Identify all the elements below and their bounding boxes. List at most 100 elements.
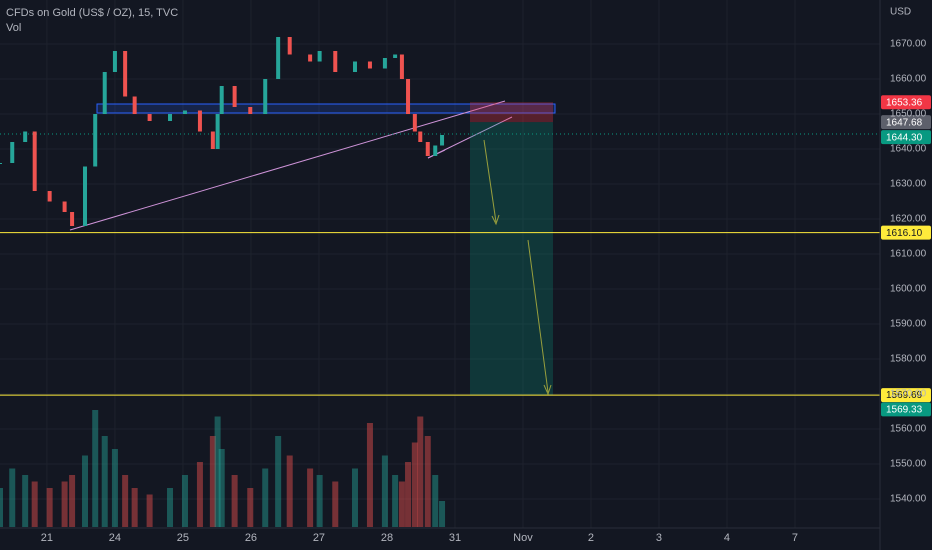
volume-bar	[167, 488, 174, 527]
x-tick-label: 25	[177, 532, 189, 544]
candle	[393, 54, 398, 59]
x-tick-label: 21	[41, 532, 53, 544]
currency: USD	[890, 7, 911, 18]
volume-bar	[0, 488, 3, 527]
volume-bar	[424, 436, 431, 527]
stop-zone	[470, 102, 553, 123]
volume-bar	[101, 436, 108, 527]
price-tag-label: 1644.30	[886, 132, 923, 143]
y-tick-label: 1590.00	[890, 319, 927, 330]
y-tick-label: 1580.00	[890, 354, 927, 365]
x-tick-label: 27	[313, 532, 325, 544]
price-tag-label: 1569.33	[886, 404, 923, 415]
candle	[62, 201, 67, 213]
x-tick-label: 26	[245, 532, 257, 544]
volume-bar	[411, 442, 418, 527]
candle	[248, 107, 253, 115]
price-tag	[881, 225, 931, 240]
volume-bar	[392, 475, 399, 527]
candle	[210, 131, 215, 150]
volume-bar	[439, 501, 446, 527]
candle	[147, 114, 152, 122]
volume-bar	[405, 462, 412, 527]
volume-bar	[82, 455, 89, 527]
zone	[96, 103, 556, 114]
volume-bar	[398, 481, 405, 527]
candle	[287, 37, 292, 55]
candle	[352, 61, 357, 73]
volume-bar	[286, 455, 293, 527]
price-tag-label: 1616.10	[886, 228, 923, 239]
volume-bar	[22, 475, 29, 527]
volume	[0, 410, 446, 527]
volume-bar	[122, 475, 129, 527]
candle	[83, 166, 88, 227]
candle	[412, 114, 417, 132]
candle	[433, 145, 438, 157]
volume-bar	[214, 416, 221, 527]
volume-bar	[417, 416, 424, 527]
volume-label: Vol	[6, 22, 21, 34]
candle	[132, 96, 137, 115]
volume-bar	[9, 468, 16, 527]
y-tick-label: 1540.00	[890, 494, 927, 505]
volume-bar	[69, 475, 76, 527]
x-tick-label: 31	[449, 532, 461, 544]
drawings	[0, 100, 880, 396]
y-tick-label: 1660.00	[890, 74, 927, 85]
price-tag-label: 1647.68	[886, 117, 923, 128]
price-tag	[881, 130, 931, 145]
candle	[0, 163, 2, 165]
volume-bar	[316, 475, 323, 527]
y-tick-label: 1600.00	[890, 284, 927, 295]
candle	[263, 79, 268, 115]
target-zone	[470, 122, 553, 396]
x-tick-label: 24	[109, 532, 121, 544]
volume-bar	[275, 436, 282, 527]
price-tags: 1653.36 1647.68 1644.30 1616.10 1569.69 1569.…	[881, 95, 931, 417]
volume-bar	[92, 410, 99, 527]
chart-title: CFDs on Gold (US$ / OZ), 15, TVC	[6, 7, 178, 19]
candle	[232, 86, 237, 108]
candle	[382, 58, 387, 69]
volume-bar	[131, 488, 138, 527]
volume-bar	[209, 436, 216, 527]
y-tick-label: 1650.00	[890, 109, 927, 120]
candle	[418, 131, 423, 143]
candle	[215, 114, 220, 150]
x-tick-label: 3	[656, 532, 662, 544]
volume-bar	[231, 475, 238, 527]
candles	[0, 37, 445, 227]
candle	[440, 135, 445, 146]
volume-bar	[366, 423, 373, 527]
price-tag	[881, 115, 931, 130]
price-tag	[881, 402, 931, 417]
y-tick-label: 1620.00	[890, 214, 927, 225]
volume-bar	[381, 455, 388, 527]
y-tick-label: 1610.00	[890, 249, 927, 260]
candle	[182, 110, 187, 115]
volume-bar	[46, 488, 53, 527]
x-tick-label: 7	[792, 532, 798, 544]
candle	[23, 131, 28, 143]
volume-bar	[307, 468, 314, 527]
candle	[333, 51, 338, 73]
y-tick-label: 1630.00	[890, 179, 927, 190]
candle	[367, 61, 372, 69]
volume-bar	[351, 468, 358, 527]
volume-bar	[181, 475, 188, 527]
x-tick-label: 28	[381, 532, 393, 544]
volume-bar	[61, 481, 68, 527]
volume-bar	[262, 468, 269, 527]
candle	[317, 51, 322, 62]
volume-bar	[31, 481, 38, 527]
price-tag-label: 1653.36	[886, 97, 923, 108]
price-tag	[881, 95, 931, 110]
candle	[47, 191, 52, 202]
candle	[276, 37, 281, 80]
candle	[219, 86, 224, 115]
price-tag-label: 1569.69	[886, 390, 923, 401]
candle	[308, 54, 313, 62]
